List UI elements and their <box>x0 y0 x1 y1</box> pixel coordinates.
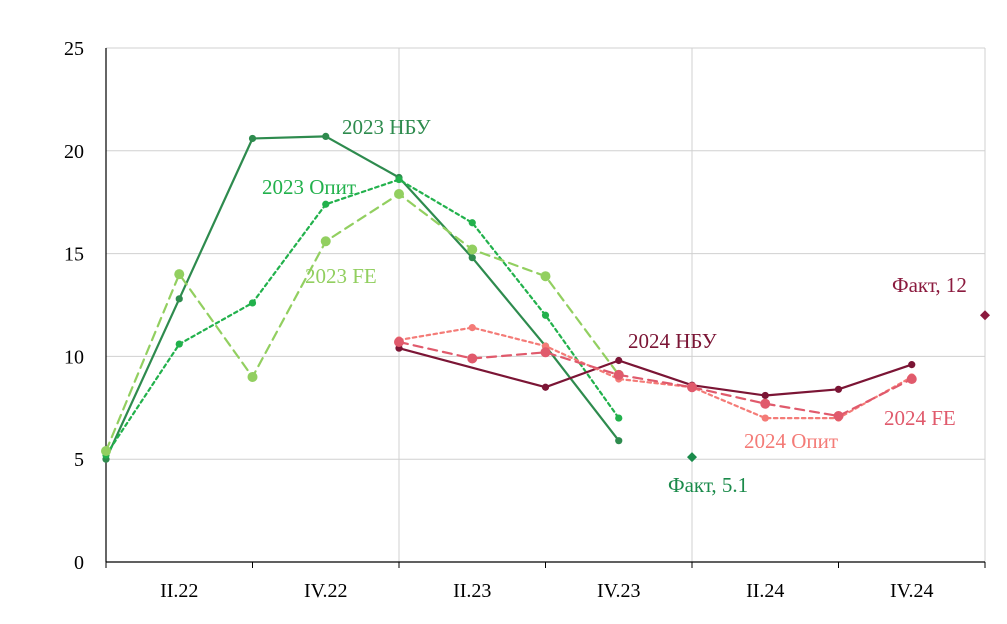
data-point <box>247 371 258 382</box>
series-label-2024-нбу: 2024 НБУ <box>628 329 717 353</box>
series-label-2023-fe: 2023 FE <box>305 264 377 288</box>
data-point <box>468 219 476 227</box>
series-line-2023-опит <box>104 178 620 457</box>
data-point <box>761 414 769 422</box>
data-point <box>613 369 624 380</box>
label-layer: 2023 НБУ 2023 Опит 2023 FE 2024 НБУ 2024 Опи… <box>262 115 967 497</box>
x-tick-label: IV.22 <box>304 580 348 602</box>
fact-marker <box>687 452 697 463</box>
data-point <box>175 340 183 348</box>
data-point <box>687 382 697 393</box>
series-line-2023-нбу <box>104 135 620 461</box>
series-layer <box>101 132 990 463</box>
data-point <box>394 337 404 348</box>
x-tick-label: II.22 <box>160 580 198 602</box>
data-point <box>322 132 330 141</box>
data-point <box>541 311 550 319</box>
y-tick-label: 15 <box>64 244 84 266</box>
data-point <box>541 383 550 391</box>
data-point <box>248 134 257 143</box>
data-point <box>468 324 476 332</box>
x-tick-label: IV.24 <box>890 580 934 602</box>
x-tick-label: II.24 <box>746 580 784 602</box>
data-point <box>394 188 404 199</box>
data-point <box>834 385 843 393</box>
series-line-2024-опит <box>397 326 913 420</box>
data-point <box>395 175 403 184</box>
fact-label: Факт, 12 <box>892 273 967 297</box>
data-point <box>467 244 478 255</box>
data-point <box>760 398 771 409</box>
data-point <box>322 200 330 208</box>
y-tick-label: 20 <box>64 141 84 163</box>
series-line-2024-fe <box>397 340 913 418</box>
data-point <box>248 299 257 307</box>
series-line-2023-fe <box>104 192 620 453</box>
data-point <box>615 414 623 422</box>
data-point <box>908 361 916 369</box>
data-point <box>468 254 476 262</box>
data-point <box>833 411 844 422</box>
data-point <box>540 271 551 282</box>
data-point <box>175 295 183 303</box>
series-label-2023-нбу: 2023 НБУ <box>342 115 431 139</box>
grid-layer <box>106 47 986 562</box>
data-point <box>615 437 623 445</box>
fact-label: Факт, 5.1 <box>668 473 748 497</box>
data-point <box>540 347 551 358</box>
data-point <box>615 356 623 365</box>
data-point <box>101 445 111 456</box>
fact-marker <box>980 310 990 321</box>
data-point <box>467 353 478 364</box>
y-tick-label: 0 <box>74 552 84 574</box>
data-point <box>174 269 185 280</box>
series-label-2023-опит: 2023 Опит <box>262 175 356 199</box>
data-point <box>320 236 331 247</box>
x-tick-label: IV.23 <box>597 580 641 602</box>
y-tick-label: 25 <box>64 38 84 60</box>
y-tick-label: 5 <box>74 449 84 471</box>
data-point <box>906 374 917 385</box>
x-tick-label: II.23 <box>453 580 491 602</box>
axis-layer: 0 5 10 15 20 25 II.22 IV.22 II.23 IV.23 II.24 IV.24 <box>64 38 986 602</box>
series-label-2024-опит: 2024 Опит <box>744 429 838 453</box>
data-point <box>761 391 769 400</box>
series-label-2024-fe: 2024 FE <box>884 406 956 430</box>
y-tick-label: 10 <box>64 346 84 368</box>
